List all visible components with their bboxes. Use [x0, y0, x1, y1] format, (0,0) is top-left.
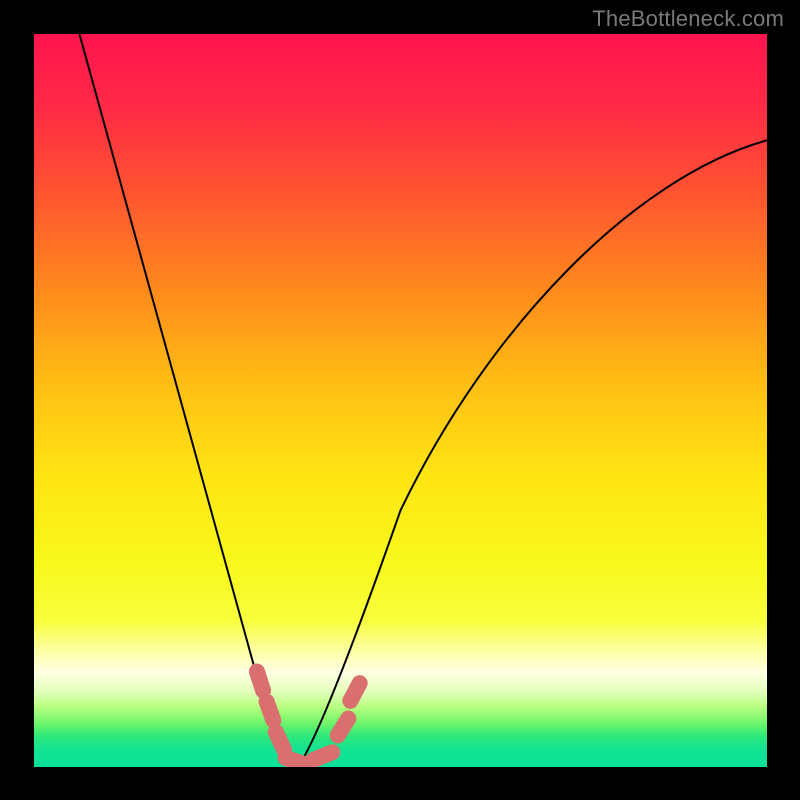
curve-marker — [340, 673, 371, 712]
curve-marker — [303, 742, 342, 767]
marker-layer — [34, 34, 767, 767]
curve-marker — [327, 707, 360, 746]
chart-plot-area — [34, 34, 767, 767]
watermark-text: TheBottleneck.com — [592, 6, 784, 32]
